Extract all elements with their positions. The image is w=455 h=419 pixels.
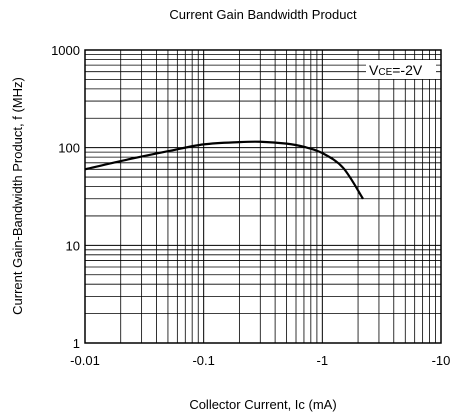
y-axis-label-text: Current Gain-Bandwidth Product, f: [10, 116, 25, 315]
y-tick-labels: 1 10 100 1000: [51, 43, 80, 351]
chart-title: Current Gain Bandwidth Product: [169, 7, 357, 22]
series-line: [84, 140, 364, 200]
y-tick-label: 1000: [51, 43, 80, 58]
x-tick-label: -1: [317, 353, 329, 368]
y-tick-label: 10: [66, 238, 80, 253]
x-tick-label: -10: [432, 353, 451, 368]
y-tick-label: 1: [73, 336, 80, 351]
y-tick-label: 100: [58, 141, 80, 156]
plot-frame: [84, 49, 442, 344]
x-axis-label: Collector Current, Ic (mA): [189, 397, 336, 412]
x-tick-label: -0.01: [70, 353, 100, 368]
y-axis-label: Current Gain-Bandwidth Product, f (MHz): [10, 77, 25, 315]
annotation-box: VCE=-2V: [366, 60, 436, 79]
annotation-suffix: =-2V: [392, 62, 423, 78]
annotation-subscript: CE: [378, 67, 392, 78]
x-tick-label: -0.1: [192, 353, 214, 368]
x-tick-labels: -0.01 -0.1 -1 -10: [70, 353, 450, 368]
grid: [85, 50, 441, 343]
svg-text:VCE=-2V: VCE=-2V: [369, 62, 423, 78]
y-axis-label-unit: (MHz): [10, 77, 25, 112]
annotation-prefix: V: [369, 62, 379, 78]
